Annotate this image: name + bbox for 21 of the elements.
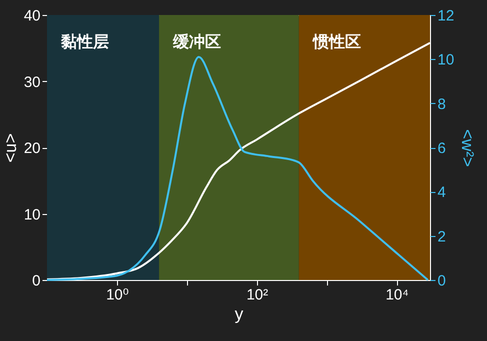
y2-tick-label: 2: [438, 228, 446, 246]
y2-tick-label: 0: [438, 272, 446, 290]
y-tick-label: 20: [24, 140, 40, 157]
x-tick-label: 10⁴: [386, 286, 409, 304]
y2-tick-label: 10: [438, 52, 454, 69]
y2-tick-label: 6: [438, 140, 446, 157]
y2-axis-title: <w²>: [458, 129, 478, 167]
y-tick-label: 0: [32, 272, 40, 290]
x-tick-label: 10⁰: [106, 286, 129, 304]
y2-tick-label: 4: [438, 184, 446, 202]
band-label: 黏性层: [60, 33, 109, 51]
band-label: 缓冲区: [172, 33, 222, 51]
y-axis-title: <u>: [0, 133, 20, 163]
y-tick-label: 10: [24, 206, 40, 224]
y2-tick-label: 8: [438, 96, 446, 113]
y2-tick-label: 12: [438, 8, 454, 24]
x-axis-title: y: [234, 304, 244, 324]
x-tick-label: 10²: [246, 286, 268, 304]
y-tick-label: 30: [24, 74, 40, 91]
band-label: 惯性区: [312, 33, 361, 51]
y-tick-label: 40: [24, 8, 40, 24]
